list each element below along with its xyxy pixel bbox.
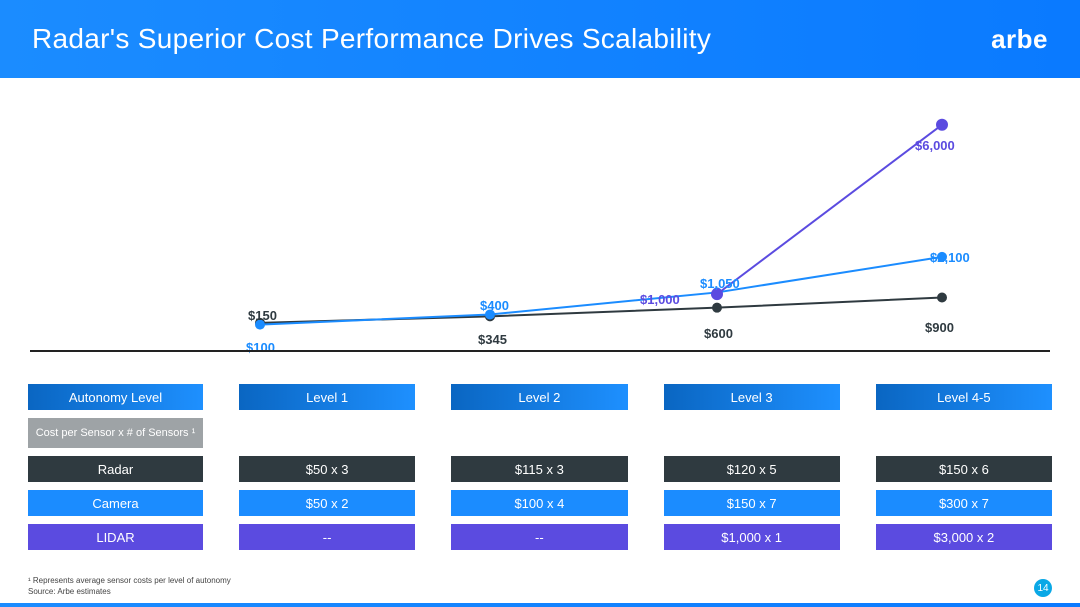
chart-value-label: $1,050 bbox=[700, 276, 740, 291]
table-cell: -- bbox=[451, 524, 627, 550]
table-cell: $150 x 7 bbox=[664, 490, 840, 516]
table-row-label: Radar bbox=[28, 456, 203, 482]
table-cell: $115 x 3 bbox=[451, 456, 627, 482]
table-cell: $300 x 7 bbox=[876, 490, 1052, 516]
cost-chart: $150 $100 $400 $345 $1,050 $1,000 $600 $6,000 $2… bbox=[0, 78, 1080, 378]
table-cell: $1,000 x 1 bbox=[664, 524, 840, 550]
footnote-line1: ¹ Represents average sensor costs per le… bbox=[28, 576, 231, 586]
table-level-header: Level 1 bbox=[239, 384, 415, 410]
table-cell: -- bbox=[239, 524, 415, 550]
chart-value-label: $100 bbox=[246, 340, 275, 355]
sensor-cost-table: Autonomy Level Level 1 Level 2 Level 3 Level… bbox=[0, 384, 1080, 550]
chart-baseline bbox=[30, 350, 1050, 352]
table-row-label: LIDAR bbox=[28, 524, 203, 550]
slide-title: Radar's Superior Cost Performance Drives… bbox=[32, 23, 711, 55]
table-cell: $150 x 6 bbox=[876, 456, 1052, 482]
table-cell: $100 x 4 bbox=[451, 490, 627, 516]
footnote-line2: Source: Arbe estimates bbox=[28, 587, 231, 597]
series-line-lidar bbox=[717, 125, 942, 294]
table-level-header: Level 3 bbox=[664, 384, 840, 410]
table-cell: $3,000 x 2 bbox=[876, 524, 1052, 550]
page-number: 14 bbox=[1034, 579, 1052, 597]
bottom-accent-bar bbox=[0, 603, 1080, 607]
company-logo: arbe bbox=[991, 24, 1048, 55]
table-level-header: Level 2 bbox=[451, 384, 627, 410]
chart-value-label: $600 bbox=[704, 326, 733, 341]
table-level-header: Level 4-5 bbox=[876, 384, 1052, 410]
series-point-radar bbox=[937, 293, 947, 303]
slide-header: Radar's Superior Cost Performance Drives… bbox=[0, 0, 1080, 78]
series-line-camera bbox=[260, 257, 942, 325]
chart-value-label: $345 bbox=[478, 332, 507, 347]
table-cell: $50 x 3 bbox=[239, 456, 415, 482]
chart-value-label: $2,100 bbox=[930, 250, 970, 265]
table-subhead: Cost per Sensor x # of Sensors ¹ bbox=[28, 418, 203, 448]
chart-value-label: $1,000 bbox=[640, 292, 680, 307]
chart-value-label: $900 bbox=[925, 320, 954, 335]
table-row-label: Camera bbox=[28, 490, 203, 516]
chart-value-label: $400 bbox=[480, 298, 509, 313]
series-point-lidar bbox=[936, 119, 948, 131]
table-cell: $50 x 2 bbox=[239, 490, 415, 516]
chart-value-label: $6,000 bbox=[915, 138, 955, 153]
chart-value-label: $150 bbox=[248, 308, 277, 323]
table-cell: $120 x 5 bbox=[664, 456, 840, 482]
footnote: ¹ Represents average sensor costs per le… bbox=[28, 576, 231, 597]
series-point-radar bbox=[712, 303, 722, 313]
table-header-label: Autonomy Level bbox=[28, 384, 203, 410]
